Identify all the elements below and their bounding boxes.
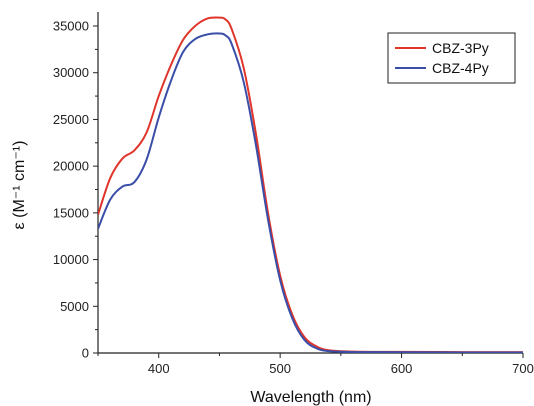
y-tick-label: 0 [82, 346, 89, 361]
y-tick-label: 20000 [53, 159, 89, 174]
legend-box [387, 32, 516, 84]
x-tick-label: 600 [391, 361, 413, 376]
y-tick-label: 15000 [53, 205, 89, 220]
x-tick-label: 500 [269, 361, 291, 376]
y-tick-label: 25000 [53, 112, 89, 127]
x-axis-title: Wavelength (nm) [250, 389, 371, 406]
y-tick-label: 35000 [53, 19, 89, 34]
y-axis-title: ε (M⁻¹ cm⁻¹) [11, 141, 28, 230]
y-tick-label: 5000 [60, 299, 89, 314]
series-line-cbz-4py [98, 32, 523, 353]
tick-labels: 400 500 600 700 0 5000 10000 15000 20000 25000 300… [53, 19, 534, 376]
y-tick-label: 10000 [53, 252, 89, 267]
legend-label: CBZ-3Py [432, 40, 489, 56]
legend-label: CBZ-4Py [432, 60, 489, 76]
legend: CBZ-3Py CBZ-4Py [387, 32, 516, 84]
x-tick-label: 400 [148, 361, 170, 376]
series-layer [98, 16, 523, 353]
y-tick-label: 30000 [53, 65, 89, 80]
x-tick-label: 700 [512, 361, 534, 376]
